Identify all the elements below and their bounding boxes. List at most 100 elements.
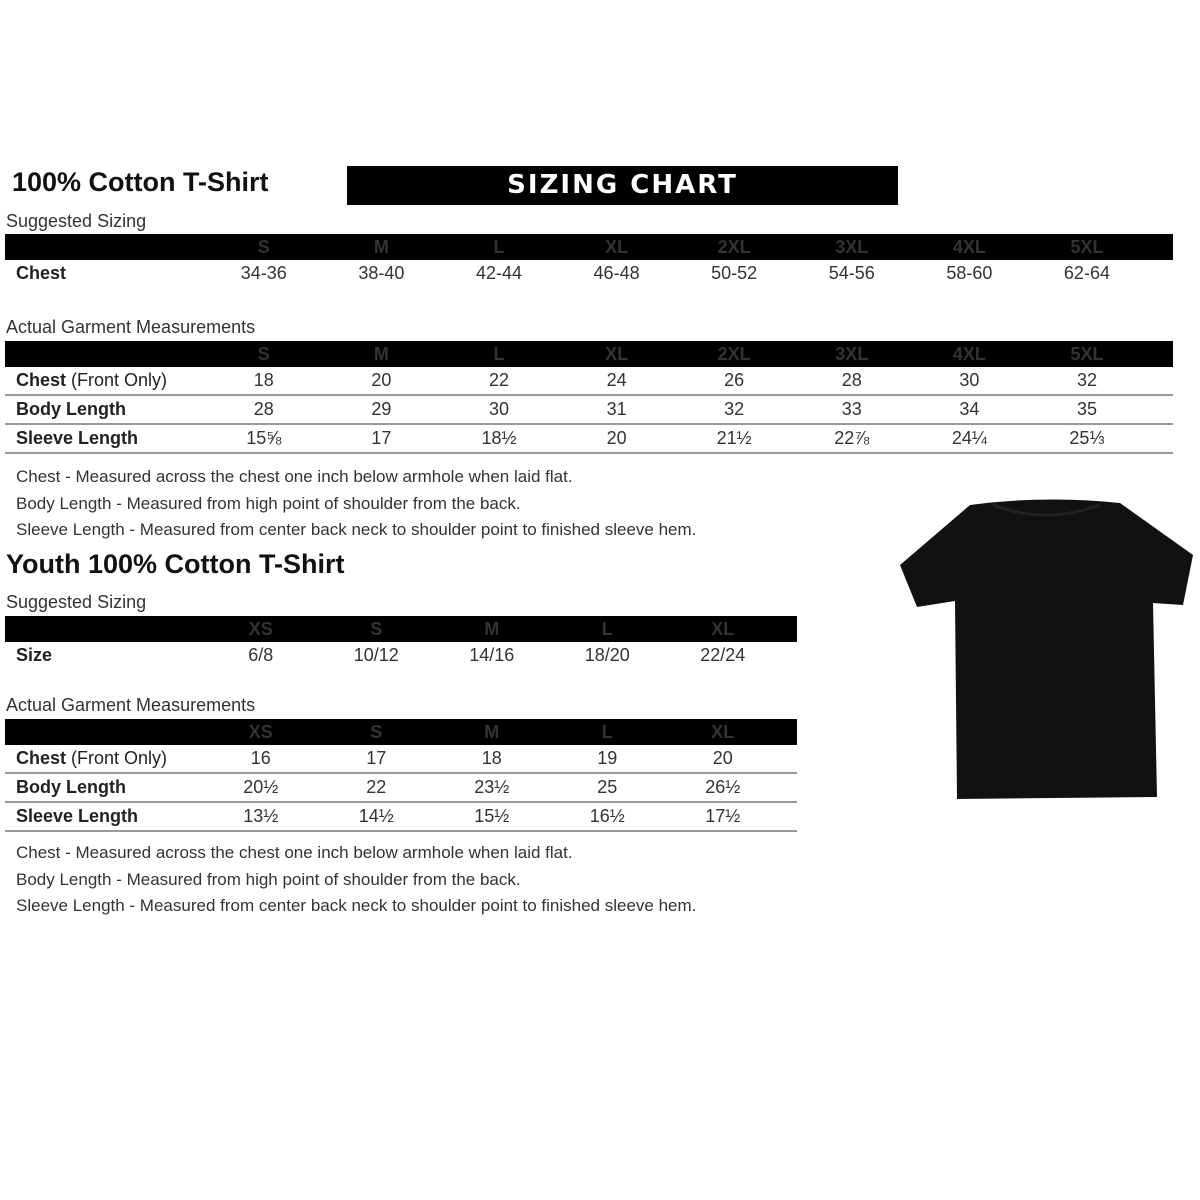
size-header: 4XL [952, 343, 986, 364]
row-label: Sleeve Length [5, 428, 205, 449]
table-cell: 29 [371, 399, 392, 419]
table-cell: 22⅞ [834, 428, 870, 448]
sizing-chart-banner: SIZING CHART [347, 166, 898, 205]
size-header: 5XL [1070, 236, 1104, 257]
table-cell: 20 [371, 370, 392, 390]
table-cell: 18 [481, 748, 502, 768]
table-cell: 17 [371, 428, 392, 448]
table-cell: 20½ [243, 777, 279, 797]
table-header-row: XS S M L XL [5, 616, 797, 642]
note-line: Sleeve Length - Measured from center bac… [16, 896, 697, 915]
table-cell: 18½ [481, 428, 517, 448]
adult-actual-table: S M L XL 2XL 3XL 4XL 5XL Chest (Front Only) 18 20 2… [5, 341, 1173, 454]
table-cell: 18 [253, 370, 274, 390]
row-label-text: Body Length [16, 777, 126, 797]
table-cell: 22 [366, 777, 387, 797]
table-cell: 20 [712, 748, 733, 768]
table-cell: 16 [250, 748, 271, 768]
size-header: M [373, 236, 389, 257]
table-cell: 32 [724, 399, 745, 419]
table-row: Body Length 20½ 22 23½ 25 26½ [5, 774, 797, 803]
row-label: Body Length [5, 399, 205, 420]
table-cell: 10/12 [353, 645, 399, 665]
table-cell: 50-52 [711, 263, 758, 283]
size-header: M [484, 618, 500, 639]
size-header: S [257, 343, 270, 364]
note-line: Body Length - Measured from high point o… [16, 869, 521, 889]
row-label: Body Length [5, 777, 203, 798]
youth-title: Youth 100% Cotton T-Shirt [6, 549, 345, 579]
adult-notes: Chest - Measured across the chest one in… [16, 464, 696, 544]
size-header: L [493, 343, 505, 364]
table-cell: 34 [959, 399, 980, 419]
table-cell: 34-36 [240, 263, 287, 283]
size-header: XL [605, 343, 629, 364]
size-header: L [601, 721, 613, 742]
table-cell: 17 [366, 748, 387, 768]
size-header: S [370, 721, 383, 742]
table-cell: 33 [841, 399, 862, 419]
row-label: Sleeve Length [5, 806, 203, 827]
size-header: L [493, 236, 505, 257]
youth-suggested-table: XS S M L XL Size 6/8 10/12 14/16 18/20 22/24 [5, 616, 797, 669]
adult-title: 100% Cotton T-Shirt [12, 167, 269, 197]
row-label-text: Sleeve Length [16, 806, 139, 826]
table-row: Chest (Front Only) 16 17 18 19 20 [5, 745, 797, 774]
size-header: 5XL [1070, 343, 1104, 364]
table-cell: 22/24 [700, 645, 746, 665]
table-cell: 38-40 [358, 263, 405, 283]
table-header-row: S M L XL 2XL 3XL 4XL 5XL [5, 234, 1173, 260]
row-label-text: Body Length [16, 399, 126, 419]
note-line: Body Length - Measured from high point o… [16, 493, 521, 513]
t-shirt-collar [992, 503, 1101, 517]
youth-actual-label: Actual Garment Measurements [6, 695, 256, 715]
table-cell: 15⅝ [246, 428, 282, 448]
table-cell: 35 [1076, 399, 1097, 419]
t-shirt-shape [900, 499, 1193, 799]
table-cell: 14/16 [469, 645, 515, 665]
row-label-text: Chest [16, 370, 67, 390]
table-cell: 30 [959, 370, 980, 390]
size-header: S [257, 236, 270, 257]
row-label: Chest [5, 263, 205, 284]
size-header: 2XL [717, 343, 751, 364]
table-cell: 32 [1076, 370, 1097, 390]
table-header-row: XS S M L XL [5, 719, 797, 745]
table-cell: 19 [597, 748, 618, 768]
row-label: Chest (Front Only) [5, 370, 205, 391]
table-cell: 42-44 [475, 263, 522, 283]
size-header: M [484, 721, 500, 742]
row-label-text: Chest [16, 263, 67, 283]
size-header: XS [248, 618, 273, 639]
row-label-text: Size [16, 645, 53, 665]
row-label: Size [5, 645, 203, 666]
note-line: Sleeve Length - Measured from center bac… [16, 520, 697, 539]
table-cell: 20 [606, 428, 627, 448]
table-cell: 28 [841, 370, 862, 390]
table-row: Chest (Front Only) 18 20 22 24 26 28 30 32 [5, 367, 1173, 396]
table-cell: 13½ [243, 806, 279, 826]
row-label-qualifier: (Front Only) [66, 748, 168, 768]
table-row: Body Length 28 29 30 31 32 33 34 35 [5, 396, 1173, 425]
row-label-text: Chest [16, 748, 67, 768]
size-header: L [601, 618, 613, 639]
table-cell: 15½ [474, 806, 510, 826]
size-header: XL [605, 236, 629, 257]
table-cell: 18/20 [584, 645, 630, 665]
size-header: 4XL [952, 236, 986, 257]
size-header: S [370, 618, 383, 639]
adult-suggested-label: Suggested Sizing [6, 211, 147, 231]
youth-actual-table: XS S M L XL Chest (Front Only) 16 17 18 19 20 Body … [5, 719, 797, 832]
table-cell: 58-60 [946, 263, 993, 283]
table-cell: 14½ [358, 806, 394, 826]
table-cell: 54-56 [828, 263, 875, 283]
table-row: Size 6/8 10/12 14/16 18/20 22/24 [5, 642, 797, 669]
table-cell: 31 [606, 399, 627, 419]
row-label-text: Sleeve Length [16, 428, 139, 448]
note-line: Chest - Measured across the chest one in… [16, 843, 573, 862]
table-row: Sleeve Length 13½ 14½ 15½ 16½ 17½ [5, 803, 797, 832]
size-header: XL [711, 721, 735, 742]
table-cell: 24¼ [951, 428, 987, 448]
youth-suggested-label: Suggested Sizing [6, 592, 147, 612]
table-cell: 23½ [474, 777, 510, 797]
